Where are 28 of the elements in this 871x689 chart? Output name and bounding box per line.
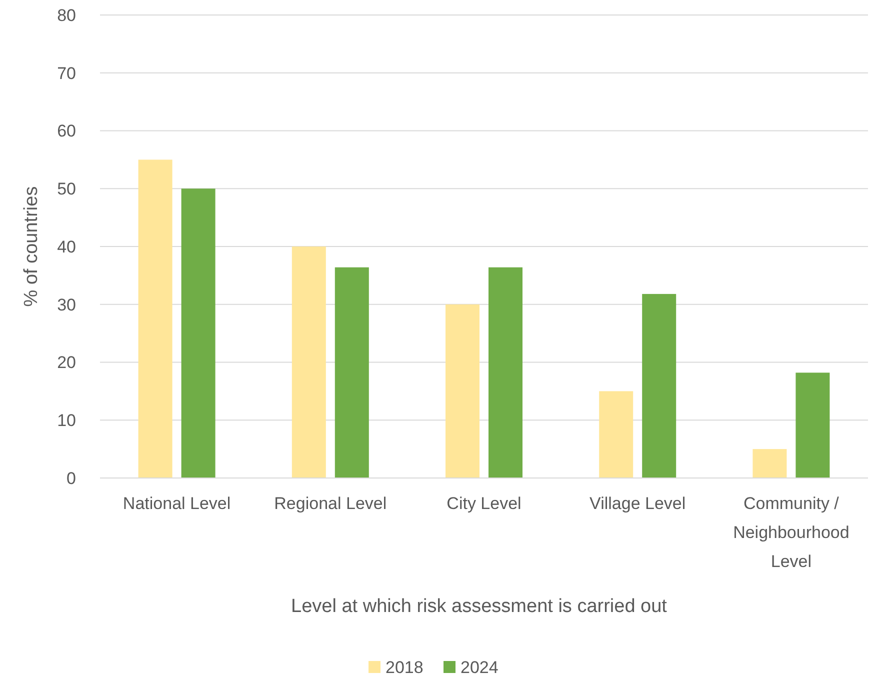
legend-label: 2018 bbox=[386, 658, 424, 677]
legend-label: 2024 bbox=[460, 658, 498, 677]
bar bbox=[334, 267, 369, 478]
bar bbox=[138, 160, 172, 478]
y-tick-label: 40 bbox=[57, 237, 76, 256]
y-axis-title: % of countries bbox=[21, 186, 42, 307]
y-tick-label: 10 bbox=[57, 411, 76, 430]
bar bbox=[181, 188, 216, 478]
bar bbox=[642, 294, 676, 478]
y-tick-label: 30 bbox=[57, 295, 76, 314]
y-tick-label: 80 bbox=[57, 6, 76, 25]
bar bbox=[292, 246, 326, 478]
x-tick-label: National Level bbox=[122, 494, 231, 513]
bar bbox=[599, 391, 634, 478]
x-tick-label: Village Level bbox=[590, 494, 686, 513]
x-axis-title: Level at which risk assessment is carried out bbox=[291, 596, 668, 617]
x-tick-label: City Level bbox=[446, 494, 522, 513]
bar bbox=[796, 372, 830, 478]
y-tick-label: 60 bbox=[57, 122, 76, 141]
x-tick-label: Regional Level bbox=[274, 494, 387, 513]
bar bbox=[752, 449, 787, 478]
y-tick-label: 70 bbox=[57, 64, 76, 83]
y-tick-label: 0 bbox=[66, 468, 76, 488]
x-tick-label: Community / Neighbourhood Level bbox=[733, 494, 850, 571]
bar bbox=[446, 304, 480, 478]
y-tick-label: 20 bbox=[57, 353, 76, 372]
bar bbox=[488, 267, 522, 478]
y-tick-label: 50 bbox=[57, 180, 76, 199]
